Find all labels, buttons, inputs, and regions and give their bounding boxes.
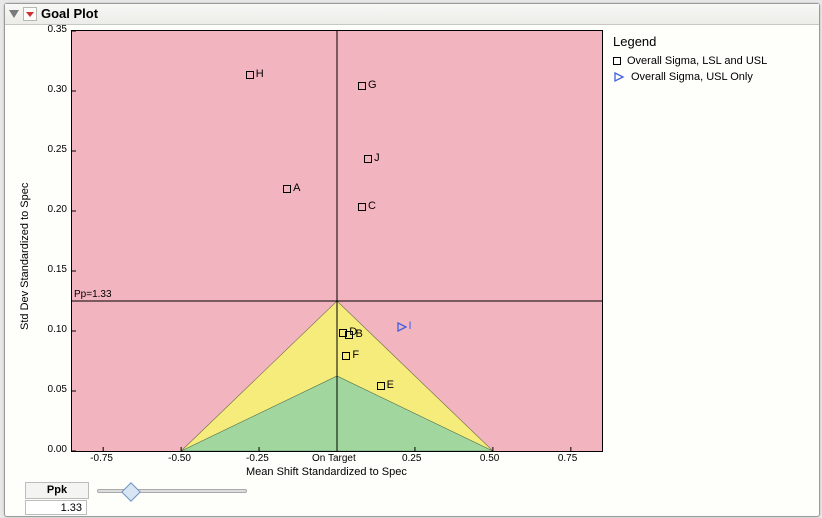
panel-titlebar: Goal Plot [5,4,819,25]
data-point [339,329,347,337]
x-tick-label: -0.75 [90,453,113,464]
y-tick-label: 0.20 [48,204,67,215]
y-tick-label: 0.25 [48,144,67,155]
y-axis-label: Std Dev Standardized to Spec [19,183,31,330]
data-point [246,71,254,79]
slider-thumb-icon[interactable] [121,482,141,502]
legend-item-label: Overall Sigma, USL Only [631,71,753,83]
y-tick-label: 0.15 [48,264,67,275]
data-point [397,322,407,332]
disclosure-triangle-icon[interactable] [8,8,20,20]
x-axis-label: Mean Shift Standardized to Spec [246,466,407,478]
legend-title: Legend [613,34,767,49]
y-tick-label: 0.05 [48,384,67,395]
y-tick-label: 0.35 [48,24,67,35]
x-tick-label: 0.25 [402,453,421,464]
x-tick-label: 0.50 [480,453,499,464]
legend-item-label: Overall Sigma, LSL and USL [627,55,767,67]
square-marker-icon [613,57,621,65]
x-tick-label: -0.25 [246,453,269,464]
x-tick-label: -0.50 [168,453,191,464]
data-point [283,185,291,193]
menu-dropdown-icon[interactable] [23,7,37,21]
goal-plot-chart: Pp=1.33ABCDEFGHIJ [71,30,603,452]
data-point [342,352,350,360]
pp-line-label: Pp=1.33 [74,289,112,300]
triangle-marker-icon [613,71,625,83]
panel-title: Goal Plot [41,6,98,21]
data-point [377,382,385,390]
legend-item-usl-only: Overall Sigma, USL Only [613,71,767,83]
goal-plot-panel: Goal Plot Pp=1.33ABCDEFGHIJ Std Dev Stan… [4,3,820,517]
ppk-control: Ppk 1.33 [25,482,275,515]
legend-item-lsl-usl: Overall Sigma, LSL and USL [613,55,767,67]
data-point [358,82,366,90]
y-tick-label: 0.30 [48,84,67,95]
ppk-label: Ppk [25,482,89,499]
ppk-slider[interactable] [97,484,247,498]
data-point [358,203,366,211]
y-tick-label: 0.10 [48,324,67,335]
x-tick-label-center: On Target [312,453,356,464]
legend: Legend Overall Sigma, LSL and USL Overal… [613,34,767,87]
data-point [364,155,372,163]
y-tick-label: 0.00 [48,444,67,455]
x-tick-label: 0.75 [558,453,577,464]
ppk-value: 1.33 [25,500,87,515]
